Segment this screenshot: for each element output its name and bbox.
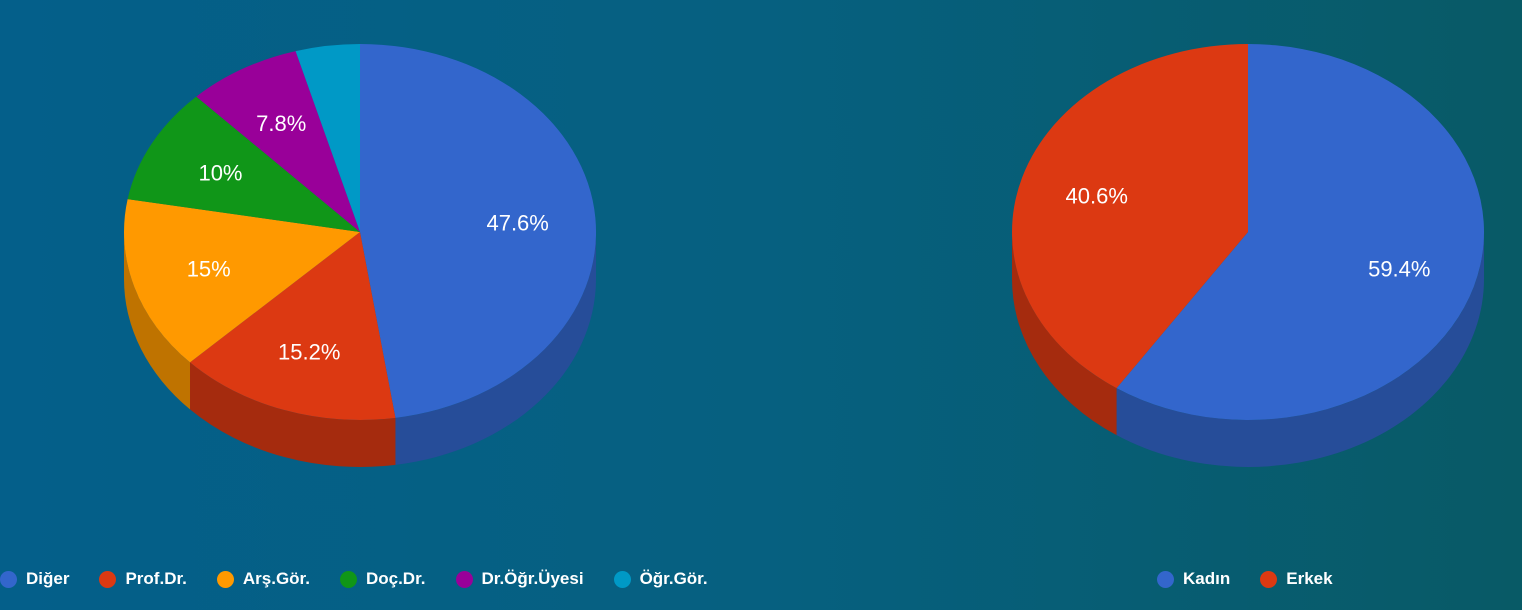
pie-slice-doc-dr[interactable] (127, 96, 360, 232)
pie-label-doc-dr: 10% (198, 161, 242, 186)
legend-item-kadin[interactable]: Kadın (1157, 569, 1230, 589)
pie-slice-ogr-gor[interactable] (295, 44, 360, 232)
pie-side-erkek (1012, 232, 1117, 436)
legend-label: Doç.Dr. (365, 569, 426, 588)
legend-dot (0, 570, 17, 588)
pie-chart-gender-distribution: 59.4% 40.6% (1012, 44, 1485, 467)
legend-item-erkek[interactable]: Erkek (1260, 569, 1333, 589)
legend-label: Kadın (1183, 569, 1231, 588)
legend-label: Arş.Gör. (242, 569, 310, 588)
legend-title-distribution: Diğer Prof.Dr. Arş.Gör. Doç.Dr. Dr.Öğr.Ü… (0, 566, 708, 592)
legend-dot (1260, 570, 1278, 588)
pie-label-kadin: 59.4% (1368, 257, 1430, 282)
legend-item-doc-dr[interactable]: Doç.Dr. (339, 569, 426, 589)
legend-item-ars-gor[interactable]: Arş.Gör. (216, 569, 310, 589)
pie-label-prof-dr: 15.2% (278, 339, 340, 364)
legend-dot (99, 570, 117, 588)
legend-label: Prof.Dr. (125, 569, 187, 588)
legend-dot (613, 570, 631, 588)
legend-item-dr-ogr-uyesi[interactable]: Dr.Öğr.Üyesi (455, 569, 584, 589)
pie-side-ars-gor (124, 232, 191, 410)
pie-slice-diger[interactable] (360, 44, 597, 418)
legend-dot (216, 570, 234, 588)
pie-chart-title-distribution: 47.6% 15.2% 15% 10% 7.8% (123, 44, 597, 468)
pie-slice-dr-ogr-uyesi[interactable] (196, 51, 360, 232)
legend-dot (455, 570, 473, 588)
legend-label: Öğr.Gör. (639, 569, 708, 588)
legend-item-prof-dr[interactable]: Prof.Dr. (99, 569, 187, 589)
legend-label: Erkek (1286, 569, 1333, 588)
pie-label-diger: 47.6% (486, 211, 548, 236)
pie-side-diger (395, 232, 596, 465)
legend-dot (339, 570, 357, 588)
pie-label-ars-gor: 15% (187, 257, 231, 282)
pie-label-dr-ogr-uyesi: 7.8% (256, 111, 306, 136)
legend-gender-distribution: Kadın Erkek (1157, 566, 1333, 592)
pie-slice-prof-dr[interactable] (190, 232, 396, 421)
legend-item-ogr-gor[interactable]: Öğr.Gör. (613, 569, 708, 589)
pie-side-prof-dr (190, 362, 396, 468)
legend-label: Diğer (26, 569, 70, 588)
pie-slice-ars-gor[interactable] (123, 199, 360, 363)
pie-label-erkek: 40.6% (1066, 183, 1128, 208)
legend-label: Dr.Öğr.Üyesi (481, 569, 584, 588)
pie-side-kadin (1116, 232, 1484, 467)
legend-dot (1157, 570, 1174, 588)
pie-slice-kadin[interactable] (1116, 44, 1485, 420)
legend-item-diger[interactable]: Diğer (0, 569, 69, 589)
pie-slice-erkek[interactable] (1012, 44, 1248, 389)
